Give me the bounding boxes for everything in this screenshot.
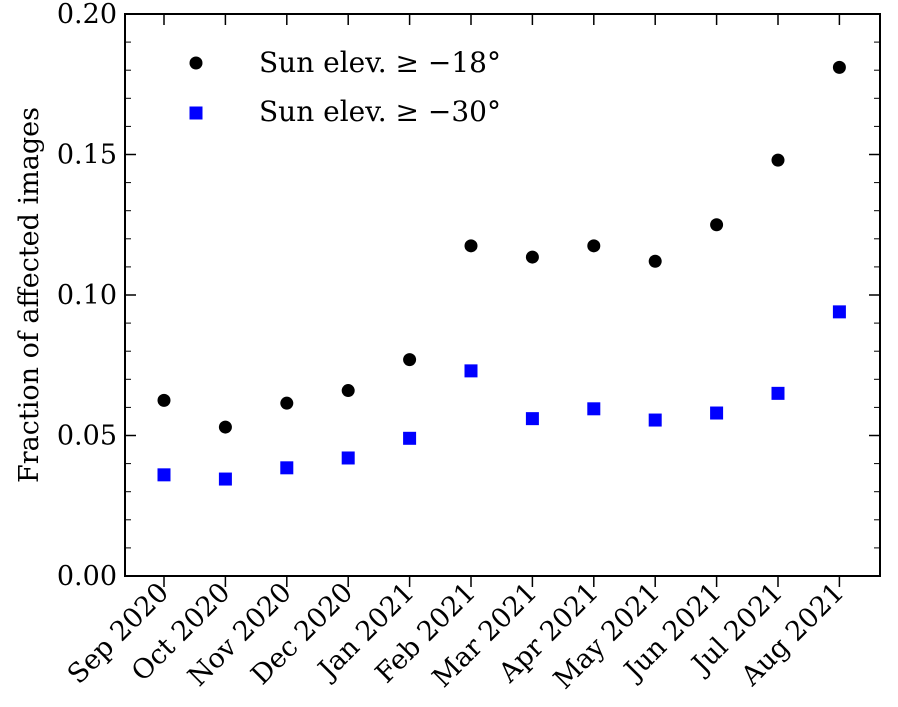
data-point-series-2: [525, 412, 539, 426]
y-tick-label: 0.10: [57, 280, 117, 311]
y-tick-label: 0.00: [57, 561, 117, 592]
data-point-series-2: [648, 413, 662, 427]
y-tick-label: 0.20: [57, 0, 117, 30]
data-point-series-2: [403, 431, 417, 445]
data-point-series-1: [464, 239, 478, 253]
data-point-series-2: [157, 468, 171, 482]
data-point-series-2: [280, 461, 294, 475]
data-point-series-1: [280, 396, 294, 410]
data-point-series-1: [771, 153, 785, 167]
data-points: [157, 60, 846, 486]
data-point-series-1: [341, 384, 355, 398]
axis-ticks: [125, 13, 880, 587]
data-point-series-1: [157, 393, 171, 407]
y-tick-labels: 0.00 0.05 0.10 0.15 0.20: [57, 0, 117, 592]
data-point-series-2: [341, 451, 355, 465]
data-point-series-2: [771, 386, 785, 400]
data-point-series-1: [710, 218, 724, 232]
legend: Sun elev. ≥ −18° Sun elev. ≥ −30°: [189, 46, 501, 128]
data-point-series-1: [587, 239, 601, 253]
plot-area-frame: [124, 13, 881, 577]
legend-label-series-1: Sun elev. ≥ −18°: [259, 46, 501, 79]
legend-marker-series-2: [189, 106, 203, 120]
data-point-series-1: [403, 353, 417, 367]
data-point-series-2: [710, 406, 724, 420]
data-point-series-1: [218, 420, 232, 434]
y-tick-label: 0.05: [57, 421, 117, 452]
data-point-series-2: [218, 472, 232, 486]
data-point-series-2: [587, 402, 601, 416]
y-axis-label: Fraction of affected images: [14, 107, 45, 483]
data-point-series-1: [525, 250, 539, 264]
data-point-series-2: [464, 364, 478, 378]
data-point-series-1: [832, 60, 846, 74]
legend-label-series-2: Sun elev. ≥ −30°: [259, 95, 501, 128]
y-tick-label: 0.15: [57, 140, 117, 171]
legend-marker-series-1: [189, 56, 203, 70]
data-point-series-1: [648, 254, 662, 268]
data-point-series-2: [832, 305, 846, 319]
